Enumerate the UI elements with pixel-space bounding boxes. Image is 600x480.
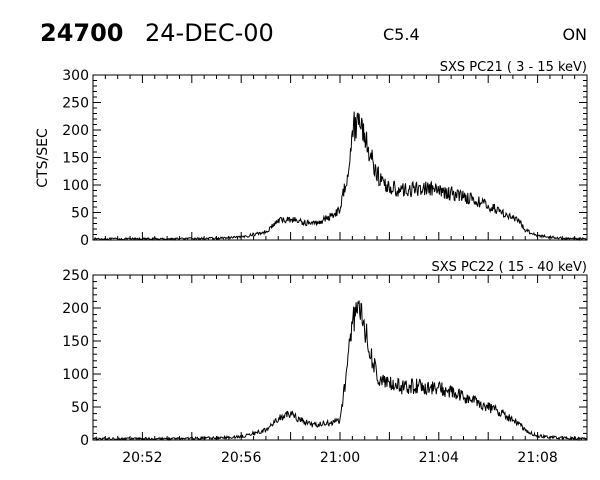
- x-tick-label: 20:52: [122, 450, 162, 466]
- series-line: [92, 111, 588, 242]
- y-tick-label: 250: [62, 96, 89, 112]
- tick-group: [92, 274, 588, 441]
- y-tick-label: 200: [62, 301, 89, 317]
- y-tick-label: 250: [62, 268, 89, 284]
- flare-class-label: C5.4: [383, 25, 420, 44]
- y-tick-label-group: 0 50 100 150 200 250: [62, 268, 89, 449]
- x-tick-label-group: 20:52 20:56 21:00 21:04 21:08: [122, 450, 558, 466]
- tick-group: [92, 74, 588, 241]
- status-label: ON: [562, 25, 587, 44]
- y-tick-label: 200: [62, 123, 89, 139]
- y-tick-label: 100: [62, 178, 89, 194]
- y-tick-label: 100: [62, 367, 89, 383]
- y-axis-label: CTS/SEC: [35, 128, 51, 188]
- x-tick-label: 21:08: [517, 450, 557, 466]
- event-id-label: 24700: [40, 19, 124, 47]
- date-label: 24-DEC-00: [145, 19, 274, 47]
- y-tick-label: 50: [71, 400, 89, 416]
- chart-title: SXS PC21 ( 3 - 15 keV): [440, 60, 587, 75]
- y-tick-label: 150: [62, 151, 89, 167]
- x-tick-label: 21:04: [419, 450, 459, 466]
- y-tick-label: 0: [80, 433, 89, 449]
- chart-title: SXS PC22 ( 15 - 40 keV): [431, 260, 587, 275]
- series-line: [92, 300, 588, 442]
- y-tick-label-group: 0 50 100 150 200 250 300: [62, 68, 89, 249]
- x-tick-label: 21:00: [320, 450, 360, 466]
- x-tick-label: 20:56: [221, 450, 261, 466]
- y-tick-label: 300: [62, 68, 89, 84]
- y-tick-label: 150: [62, 334, 89, 350]
- chart-panel-pc21: SXS PC21 ( 3 - 15 keV) CTS/SEC 0 50 100 150…: [35, 60, 588, 249]
- plot-frame: [92, 74, 588, 241]
- plot-frame: [92, 274, 588, 441]
- y-tick-label: 0: [80, 233, 89, 249]
- y-tick-label: 50: [71, 206, 89, 222]
- chart-panel-pc22: SXS PC22 ( 15 - 40 keV) 050100150200250 …: [62, 260, 588, 466]
